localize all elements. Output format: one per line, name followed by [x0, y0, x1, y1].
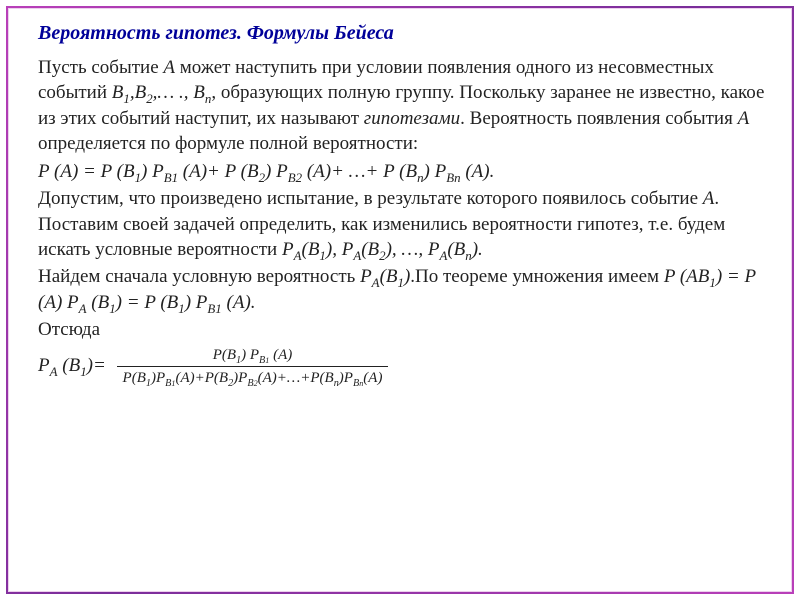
B1: B	[112, 82, 124, 103]
B2: B	[135, 82, 147, 103]
p1-a: Пусть событие	[38, 57, 163, 78]
B-list: B1,B2,… ., Bn	[112, 82, 212, 103]
slide-title: Вероятность гипотез. Формулы Бейеса	[38, 20, 770, 47]
paragraph-4: Отсюда	[38, 317, 770, 342]
event-A-2: A	[738, 108, 750, 129]
paragraph-1: Пусть событие A может наступить при усло…	[38, 55, 770, 157]
slide-content: Вероятность гипотез. Формулы Бейеса Пуст…	[38, 20, 770, 588]
bayes-fraction: P(B1) PB1 (A) P(B1)PB1(A)+P(B2)PB2(A)+…+…	[117, 345, 389, 388]
paragraph-3: Найдем сначала условную вероятность PA(B…	[38, 264, 770, 315]
bayes-denominator: P(B1)PB1(A)+P(B2)PB2(A)+…+P(Bn)PBn(A)	[117, 367, 389, 388]
p2-a: Допустим, что произведено испытание, в р…	[38, 188, 703, 209]
bayes-lhs: PA (B1)=	[38, 355, 106, 376]
hypotheses-word: гипотезами	[364, 108, 460, 129]
PA-B1: PA(B1)	[360, 266, 410, 287]
bayes-numerator: P(B1) PB1 (A)	[117, 345, 389, 367]
fp-text: P (A) = P (B1) PB1 (A)+ P (B2) PB2 (A)+ …	[38, 161, 494, 182]
bayes-formula-line: PA (B1)= P(B1) PB1 (A) P(B1)PB1(A)+P(B2)…	[38, 345, 770, 388]
full-probability-formula: P (A) = P (B1) PB1 (A)+ P (B2) PB2 (A)+ …	[38, 159, 770, 184]
ell: … .,	[157, 82, 188, 103]
event-A-3: A	[703, 188, 715, 209]
cond-list: PA(B1), PA(B2), …, PA(Bn).	[282, 239, 483, 260]
p3-a: Найдем сначала условную вероятность	[38, 266, 360, 287]
p3-b: .По теореме умножения имеем	[410, 266, 664, 287]
Bn: B	[193, 82, 205, 103]
p1-e: определяется по формуле полной вероятнос…	[38, 133, 418, 154]
event-A-1: A	[163, 57, 175, 78]
p1-d: . Вероятность появления события	[460, 108, 737, 129]
paragraph-2: Допустим, что произведено испытание, в р…	[38, 186, 770, 262]
